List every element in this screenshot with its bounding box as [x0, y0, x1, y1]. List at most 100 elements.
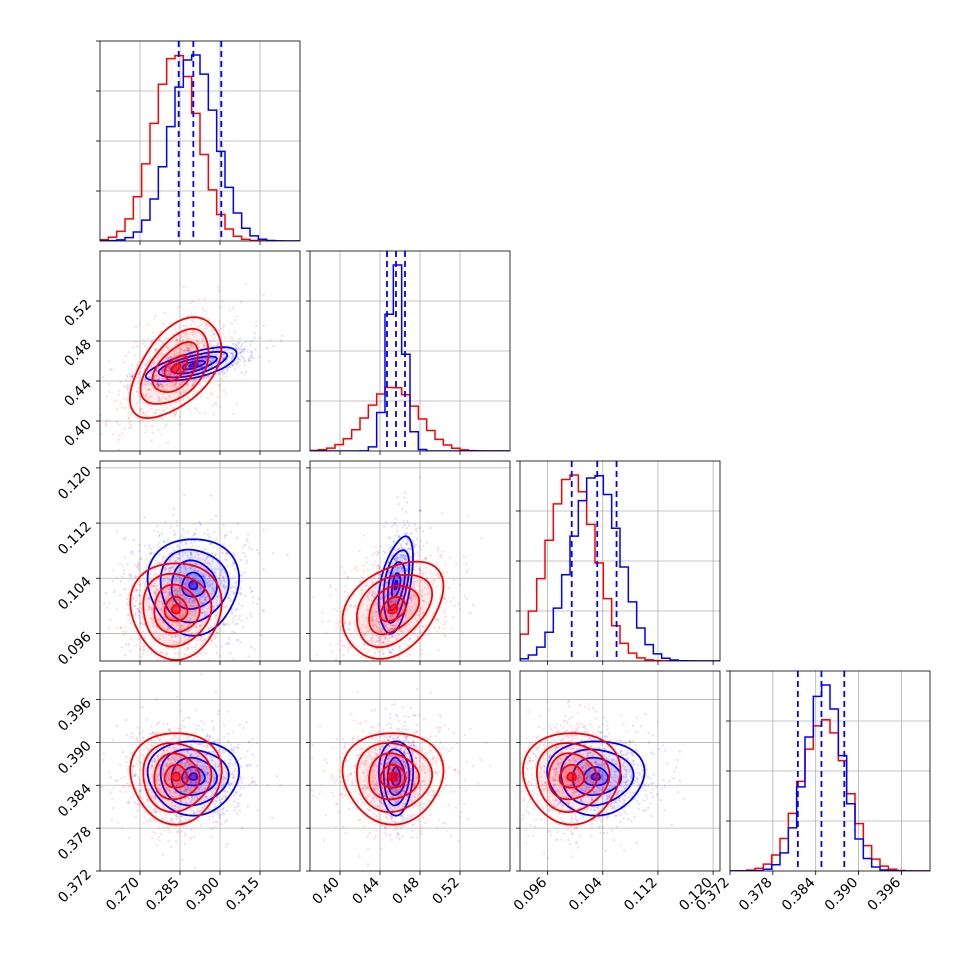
sample-point — [128, 573, 131, 576]
sample-point — [156, 561, 160, 565]
sample-point — [135, 376, 139, 379]
sample-point — [187, 643, 191, 646]
sample-point — [189, 551, 192, 554]
sample-point — [168, 626, 171, 630]
sample-point — [170, 685, 172, 687]
sample-point — [236, 622, 239, 625]
sample-point — [232, 794, 236, 797]
sample-point — [173, 640, 176, 643]
sample-point — [208, 584, 212, 587]
sample-point — [125, 563, 129, 566]
sample-point — [188, 636, 192, 639]
sample-point — [165, 608, 169, 611]
sample-point — [141, 706, 144, 709]
sample-point — [186, 367, 190, 370]
sample-point — [200, 595, 204, 598]
sample-point — [190, 633, 194, 636]
sample-point — [177, 580, 181, 583]
sample-point — [161, 615, 165, 619]
sample-point — [312, 595, 315, 598]
sample-point — [176, 557, 179, 560]
sample-point — [185, 388, 189, 392]
sample-point — [201, 620, 205, 623]
sample-point — [138, 396, 142, 400]
sample-point — [406, 520, 409, 523]
sample-point — [387, 642, 391, 645]
sample-point — [227, 355, 231, 359]
sample-point — [162, 383, 165, 387]
sample-point — [161, 560, 164, 563]
sample-point — [155, 348, 159, 352]
sample-point — [241, 625, 245, 629]
sample-point — [204, 548, 207, 551]
sample-point — [170, 372, 173, 375]
sample-point — [134, 326, 138, 329]
sample-point — [131, 376, 134, 379]
sample-point — [161, 366, 164, 370]
sample-point — [217, 372, 220, 376]
sample-point — [161, 677, 163, 679]
sample-point — [176, 640, 179, 643]
sample-point — [179, 571, 183, 574]
sample-point — [175, 381, 178, 385]
sample-point — [173, 652, 177, 655]
sample-point — [144, 566, 148, 569]
sample-point — [230, 613, 234, 616]
sample-point — [413, 553, 416, 556]
sample-point — [137, 360, 140, 364]
sample-point — [340, 631, 344, 634]
sample-point — [186, 354, 190, 358]
sample-point — [233, 361, 236, 364]
sample-point — [169, 568, 172, 572]
sample-point — [138, 637, 142, 640]
sample-point — [214, 586, 217, 589]
sample-point — [188, 604, 192, 607]
sample-point — [190, 312, 193, 315]
sample-point — [223, 363, 226, 367]
sample-point — [183, 389, 186, 393]
sample-point — [444, 635, 448, 638]
sample-point — [201, 339, 204, 342]
sample-point — [191, 611, 194, 614]
sample-point — [107, 382, 111, 386]
sample-point — [161, 558, 164, 561]
sample-point — [184, 330, 187, 334]
sample-point — [191, 346, 195, 349]
sample-point — [173, 589, 177, 593]
sample-point — [193, 320, 196, 324]
sample-point — [187, 558, 191, 561]
sample-point — [365, 560, 368, 564]
sample-point — [157, 384, 160, 387]
sample-point — [232, 592, 235, 595]
sample-point — [196, 365, 199, 368]
sample-point — [154, 374, 158, 377]
sample-point — [196, 339, 199, 342]
sample-point — [100, 432, 103, 436]
sample-point — [177, 586, 180, 589]
sample-point — [173, 599, 176, 602]
sample-point — [213, 673, 215, 675]
sample-point — [183, 725, 186, 729]
sample-point — [236, 812, 239, 816]
sample-point — [175, 338, 179, 341]
sample-point — [412, 542, 415, 545]
sample-point — [232, 750, 235, 754]
sample-point — [190, 379, 193, 383]
sample-point — [228, 638, 231, 641]
sample-point — [161, 341, 164, 344]
sample-point — [201, 579, 205, 583]
sample-point — [255, 324, 258, 328]
sample-point — [197, 346, 201, 349]
sample-point — [240, 350, 244, 353]
sample-point — [164, 664, 166, 666]
sample-point — [436, 561, 439, 564]
sample-point — [257, 597, 260, 601]
sample-point — [168, 559, 172, 562]
sample-point — [148, 552, 151, 555]
sample-point — [130, 375, 134, 378]
sample-point — [156, 383, 159, 386]
sample-point — [132, 407, 136, 410]
sample-point — [153, 581, 157, 585]
sample-point — [201, 357, 205, 360]
sample-point — [209, 617, 213, 621]
